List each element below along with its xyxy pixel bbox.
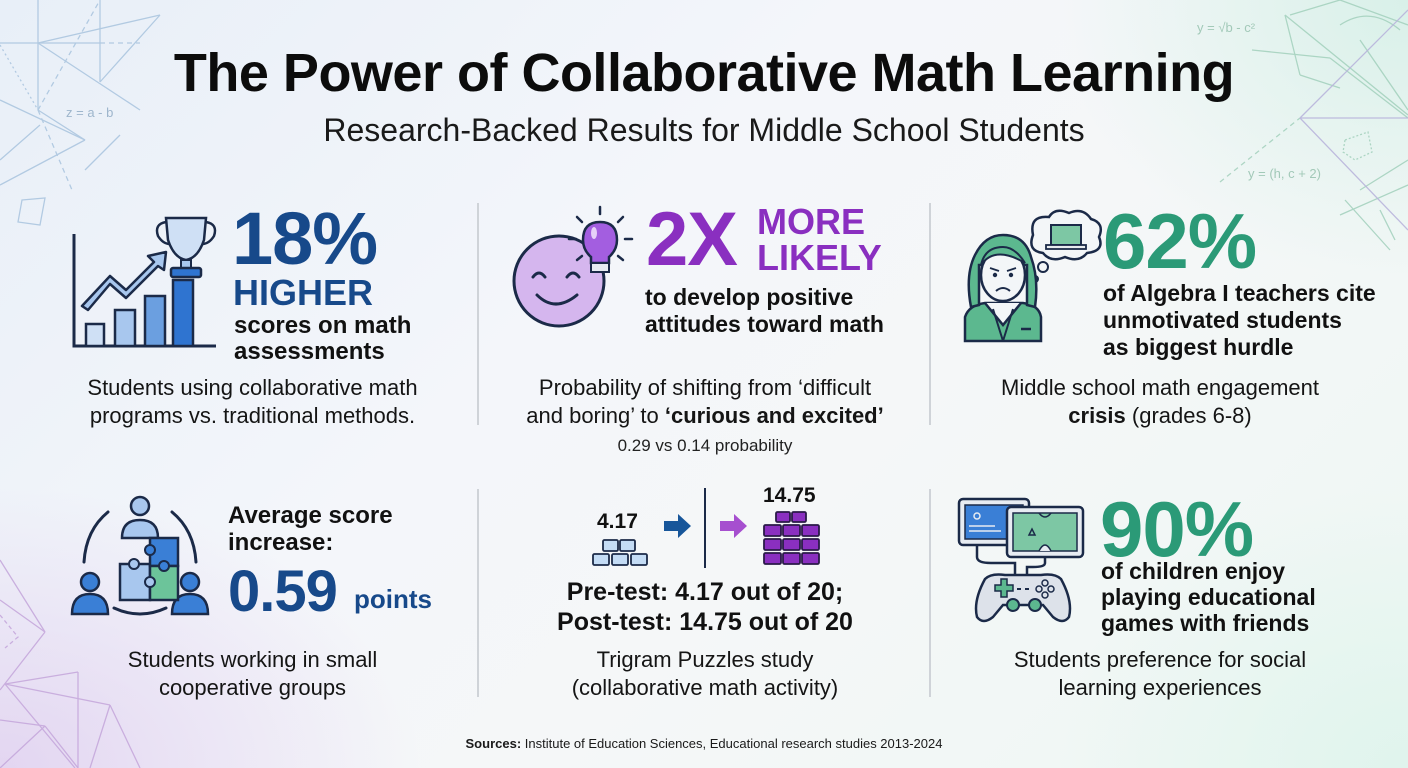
worried-teacher-icon: [963, 209, 1102, 343]
stat-description: Students using collaborative math progra…: [87, 375, 418, 428]
stat-label-line1: Average score: [228, 502, 393, 529]
formula-right: y = (h, c + 2): [1248, 166, 1321, 181]
stat-value-unit: points: [354, 584, 432, 614]
stat-description: Middle school math engagement crisis (gr…: [1001, 375, 1319, 428]
smiley-lightbulb-icon: [512, 205, 634, 328]
divider-bottom-left: [477, 489, 479, 697]
stat-value: 62%: [1103, 197, 1257, 285]
stat-description: Students preference for social learning …: [1013, 647, 1307, 700]
stat-description: Probability of shifting from ‘difficult …: [526, 375, 884, 428]
pre-test-blocks-icon: [592, 539, 648, 566]
stat-headline-line1: Pre-test: 4.17 out of 20;: [566, 578, 844, 606]
pre-test-value: 4.17: [597, 510, 638, 533]
stat-value: 0.59: [228, 559, 338, 624]
stat-headline-line1: to develop positive: [645, 284, 854, 310]
stat-headline-line2: playing educational: [1101, 584, 1316, 610]
stat-description: Students working in small cooperative gr…: [127, 647, 378, 700]
stat-headline-line3: games with friends: [1101, 610, 1310, 636]
team-puzzle-icon: [70, 495, 210, 616]
sources-text: Institute of Education Sciences, Educati…: [521, 736, 943, 751]
post-test-value: 14.75: [763, 484, 816, 507]
stat-headline-line2: unmotivated students: [1103, 307, 1342, 333]
trophy-bar-chart-icon: [72, 216, 217, 348]
stat-headline-line2: attitudes toward math: [645, 311, 884, 337]
stat-description: Trigram Puzzles study (collaborative mat…: [571, 647, 839, 700]
post-test-blocks-icon: [763, 511, 820, 565]
stat-headline-line1: scores on math: [234, 312, 412, 339]
page-subtitle: Research-Backed Results for Middle Schoo…: [323, 112, 1085, 148]
divider-top-left: [477, 203, 479, 425]
comparison-divider: [704, 488, 706, 568]
sources-footnote: Sources: Institute of Education Sciences…: [0, 736, 1408, 751]
page-title: The Power of Collaborative Math Learning: [173, 43, 1235, 103]
stat-value: 18%: [232, 197, 378, 280]
stat-headline-line1: of Algebra I teachers cite: [1103, 280, 1376, 306]
stat-headline-line1: of children enjoy: [1101, 558, 1286, 584]
game-controller-screens-icon: [957, 497, 1085, 623]
stat-note: 0.29 vs 0.14 probability: [617, 436, 793, 455]
stat-value: 90%: [1100, 485, 1254, 573]
stat-value-suffix: HIGHER: [233, 272, 374, 313]
divider-bottom-right: [929, 489, 931, 697]
stat-label-line2: increase:: [228, 529, 334, 556]
arrow-right-purple-icon: [720, 514, 747, 538]
stat-value: 2X: [646, 197, 738, 282]
stat-headline-line3: as biggest hurdle: [1103, 334, 1294, 360]
sources-label: Sources:: [465, 736, 522, 751]
arrow-right-blue-icon: [664, 514, 691, 538]
stat-value-suffix-line1: MORE: [757, 201, 865, 242]
stat-headline-line2: assessments: [234, 338, 385, 365]
formula-top-right: y = √b - c²: [1197, 20, 1256, 35]
stat-headline-line2: Post-test: 14.75 out of 20: [557, 608, 853, 636]
stat-value-suffix-line2: LIKELY: [757, 237, 882, 278]
divider-top-right: [929, 203, 931, 425]
